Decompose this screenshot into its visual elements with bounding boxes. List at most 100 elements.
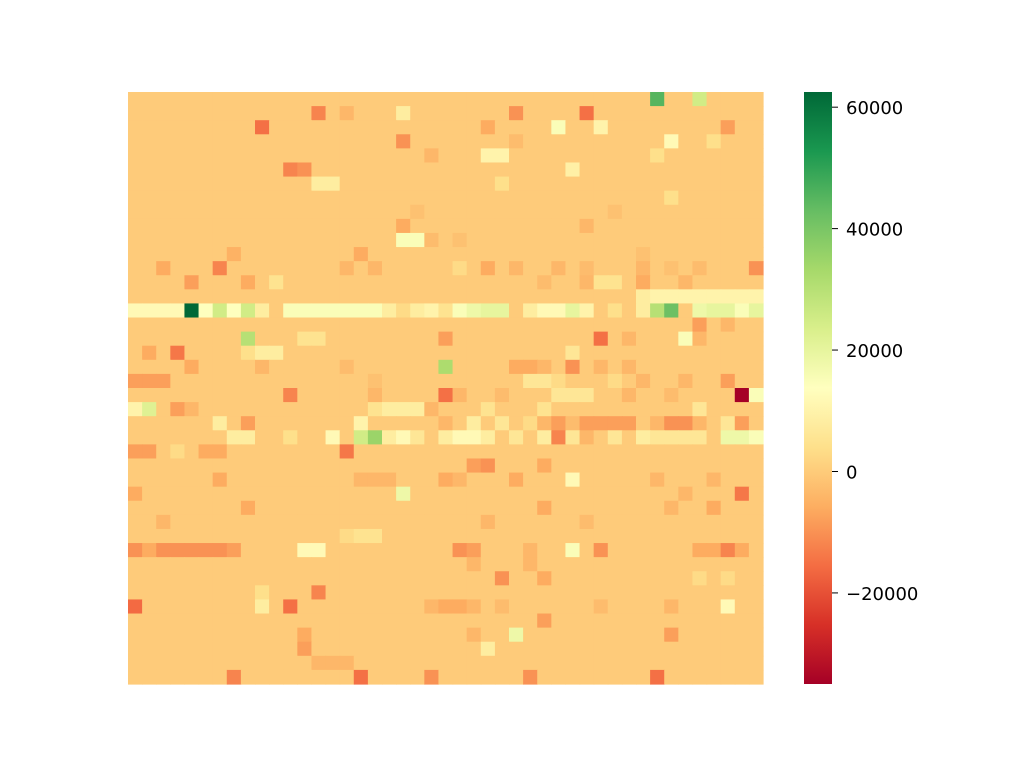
- heatmap-cell: [636, 204, 651, 220]
- heatmap-cell: [226, 120, 242, 135]
- heatmap-cell: [720, 613, 736, 629]
- heatmap-cell: [565, 416, 581, 431]
- heatmap-cell: [283, 543, 298, 558]
- heatmap-cell: [325, 514, 341, 530]
- heatmap-cell: [424, 303, 440, 319]
- heatmap-cell: [692, 289, 708, 305]
- heatmap-cell: [593, 669, 609, 685]
- heatmap-cell: [438, 571, 454, 586]
- heatmap-cell: [636, 289, 651, 305]
- heatmap-cell: [283, 275, 298, 290]
- heatmap-cell: [142, 416, 157, 431]
- heatmap-cell: [339, 317, 355, 333]
- heatmap-cell: [311, 204, 327, 220]
- heatmap-cell: [170, 204, 186, 220]
- heatmap-cell: [621, 92, 637, 107]
- heatmap-cell: [226, 204, 242, 220]
- heatmap-cell: [621, 134, 637, 149]
- heatmap-cell: [396, 134, 411, 149]
- heatmap-cell: [621, 106, 637, 121]
- heatmap-cell: [678, 373, 694, 389]
- heatmap-cell: [452, 303, 468, 319]
- heatmap-cell: [664, 402, 679, 417]
- heatmap-cell: [579, 120, 595, 135]
- heatmap-cell: [212, 388, 228, 403]
- heatmap-cell: [565, 388, 581, 403]
- heatmap-cell: [353, 106, 369, 121]
- heatmap-cell: [184, 162, 200, 178]
- heatmap-cell: [537, 317, 552, 333]
- heatmap-cell: [664, 106, 679, 121]
- heatmap-cell: [720, 148, 736, 164]
- heatmap-cell: [706, 571, 722, 586]
- heatmap-cell: [367, 373, 383, 389]
- heatmap-cell: [480, 669, 496, 685]
- heatmap-cell: [142, 373, 157, 389]
- heatmap-cell: [494, 134, 510, 149]
- heatmap-cell: [269, 261, 284, 276]
- heatmap-cell: [579, 585, 595, 601]
- heatmap-cell: [593, 92, 609, 107]
- heatmap-cell: [424, 613, 440, 629]
- heatmap-cell: [226, 613, 242, 629]
- heatmap-cell: [480, 232, 496, 248]
- heatmap-cell: [311, 500, 327, 516]
- heatmap-cell: [565, 641, 581, 657]
- heatmap-cell: [509, 627, 524, 643]
- heatmap-cell: [551, 261, 567, 276]
- heatmap-cell: [593, 176, 609, 192]
- heatmap-cell: [636, 500, 651, 516]
- heatmap-cell: [142, 444, 157, 460]
- heatmap-cell: [593, 571, 609, 586]
- heatmap-cell: [269, 345, 284, 361]
- heatmap-cell: [396, 627, 411, 643]
- heatmap-cell: [226, 641, 242, 657]
- heatmap-cell: [142, 275, 157, 290]
- heatmap-cell: [494, 458, 510, 474]
- heatmap-cell: [212, 303, 228, 319]
- heatmap-cell: [494, 232, 510, 248]
- heatmap-cell: [269, 373, 284, 389]
- heatmap-cell: [480, 655, 496, 671]
- heatmap-cell: [551, 92, 567, 107]
- heatmap-cell: [664, 345, 679, 361]
- heatmap-cell: [636, 655, 651, 671]
- heatmap-cell: [593, 204, 609, 220]
- heatmap-cell: [226, 402, 242, 417]
- heatmap-cell: [537, 261, 552, 276]
- heatmap-cell: [678, 204, 694, 220]
- heatmap-cell: [494, 204, 510, 220]
- heatmap-cell: [311, 134, 327, 149]
- heatmap-cell: [593, 247, 609, 262]
- heatmap-cell: [692, 120, 708, 135]
- heatmap-cell: [438, 275, 454, 290]
- heatmap-cell: [353, 176, 369, 192]
- heatmap-cell: [509, 599, 524, 615]
- heatmap-cell: [664, 218, 679, 234]
- heatmap-cell: [382, 472, 397, 488]
- heatmap-cell: [565, 303, 581, 319]
- heatmap-cell: [734, 204, 750, 220]
- heatmap-cell: [494, 261, 510, 276]
- heatmap-cell: [692, 416, 708, 431]
- heatmap-cell: [212, 373, 228, 389]
- heatmap-cell: [607, 613, 623, 629]
- heatmap-cell: [311, 190, 327, 206]
- heatmap-cell: [226, 232, 242, 248]
- heatmap-cell: [523, 627, 538, 643]
- heatmap-cell: [128, 148, 143, 164]
- heatmap-cell: [353, 458, 369, 474]
- heatmap-cell: [607, 106, 623, 121]
- heatmap-cell: [283, 613, 298, 629]
- heatmap-cell: [593, 148, 609, 164]
- heatmap-cell: [720, 247, 736, 262]
- heatmap-cell: [579, 486, 595, 502]
- heatmap-cell: [523, 204, 538, 220]
- heatmap-cell: [367, 190, 383, 206]
- heatmap-cell: [706, 627, 722, 643]
- heatmap-cell: [537, 388, 552, 403]
- heatmap-cell: [226, 543, 242, 558]
- heatmap-cell: [650, 359, 665, 375]
- heatmap-cell: [509, 388, 524, 403]
- heatmap-cell: [396, 669, 411, 685]
